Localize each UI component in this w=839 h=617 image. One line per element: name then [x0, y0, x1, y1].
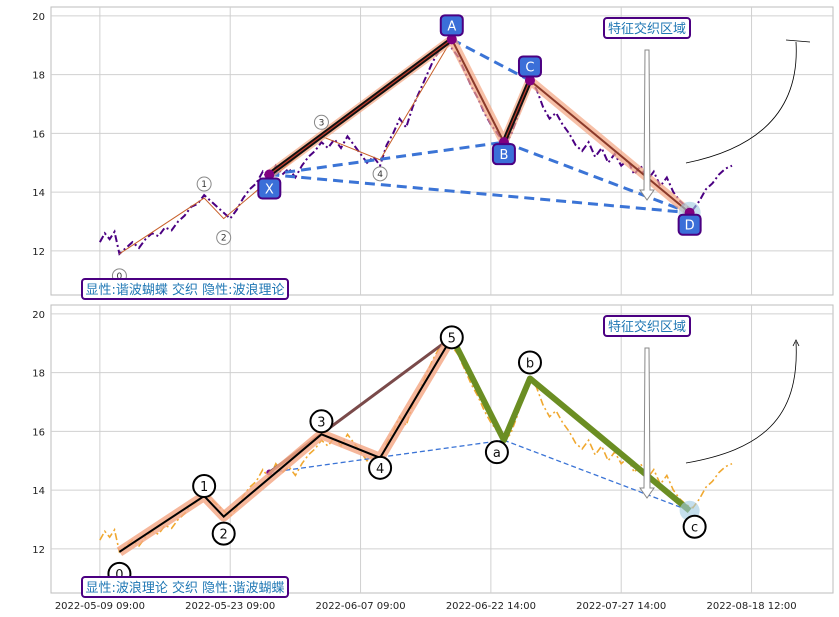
x-tick-label: 2022-06-22 14:00	[446, 601, 536, 612]
xabcd-label: C	[525, 60, 534, 75]
wave-label-circle	[368, 455, 393, 480]
wave-label: 5	[448, 331, 456, 346]
xabcd-label-box	[677, 213, 702, 236]
bottom-label-box-text: 显性:波浪理论 交织 隐性:谐波蝴蝶	[85, 580, 284, 596]
top-label-box-frame	[81, 278, 289, 300]
y-tick-label: 20	[32, 310, 45, 321]
bottom-annotation-text: 特征交织区域	[608, 319, 686, 335]
top-label-box: 显性:谐波蝴蝶 交织 隐性:波浪理论	[81, 278, 289, 300]
top-annotation-box	[603, 17, 691, 39]
wave-label: 0	[115, 568, 123, 583]
xabcd-label-box	[491, 143, 516, 166]
x-axis-ticks: 2022-05-09 09:00 2022-05-23 09:00 2022-06-…	[55, 601, 797, 612]
top-projection-bracket	[785, 39, 811, 43]
xabcd-point	[264, 169, 275, 180]
pattern-dashed-line	[269, 173, 690, 215]
x-tick-label: 2022-05-23 09:00	[185, 601, 275, 612]
pattern-dashed-line	[269, 140, 505, 176]
wave-label-circle	[682, 514, 707, 539]
wave-small-label: 2	[221, 234, 227, 244]
top-label-box-text: 显性:谐波蝴蝶 交织 隐性:波浪理论	[85, 282, 284, 298]
y-tick-label: 12	[32, 247, 45, 258]
wave-small-circle	[196, 176, 212, 192]
top-annotation-arrow	[639, 49, 655, 201]
top-projection-curve	[685, 41, 797, 164]
y-tick-label: 14	[32, 188, 45, 199]
bottom-projection-curve	[685, 341, 797, 464]
y-tick-label: 14	[32, 486, 45, 497]
bottom-annotation: 特征交织区域	[603, 315, 691, 499]
top-y-ticks: 12 14 16 18 20	[32, 12, 45, 258]
xabcd-label: D	[685, 219, 695, 234]
pattern-dashed-line	[503, 140, 691, 215]
wave-label: c	[691, 521, 698, 536]
wave-label-circle	[484, 440, 509, 465]
xabcd-segment-core	[268, 38, 453, 175]
bottom-annotation-box	[603, 315, 691, 337]
wave-label: a	[493, 446, 501, 461]
pattern-dashed-line	[451, 37, 531, 82]
wave-small-circle	[313, 114, 329, 130]
bottom-projection-arrowhead	[792, 339, 800, 347]
x-tick-label: 2022-05-09 09:00	[55, 601, 145, 612]
xabcd-label-box	[517, 55, 542, 78]
bottom-annotation-arrow	[639, 347, 655, 499]
wave-small-circle	[216, 230, 232, 246]
xabcd-label-box	[257, 177, 282, 200]
corrective-line	[449, 335, 692, 514]
wave-small-label: 4	[377, 170, 383, 180]
xabcd-segment	[450, 38, 505, 143]
y-tick-label: 16	[32, 129, 45, 140]
y-tick-label: 20	[32, 12, 45, 23]
x-tick-label: 2022-06-07 09:00	[315, 601, 405, 612]
xabcd-point	[524, 75, 535, 86]
wave-small-label: 3	[319, 118, 325, 128]
top-annotation: 特征交织区域	[603, 17, 691, 201]
y-tick-label: 18	[32, 369, 45, 380]
bottom-label-box-frame	[81, 576, 289, 598]
wave-label-circle	[192, 474, 217, 499]
x-tick-label: 2022-07-27 14:00	[576, 601, 666, 612]
bottom-y-ticks: 12 14 16 18 20	[32, 310, 45, 556]
y-tick-label: 12	[32, 545, 45, 556]
x-tick-label: 2022-08-18 12:00	[706, 601, 796, 612]
wave-label: 1	[200, 480, 208, 495]
wave-label: 2	[220, 528, 228, 543]
y-tick-label: 16	[32, 427, 45, 438]
wave-label: b	[526, 356, 534, 371]
wave-label: 3	[317, 415, 325, 430]
wave-label-circle	[517, 350, 542, 375]
pattern-dashed-line	[503, 439, 690, 512]
wave-label: 4	[376, 462, 384, 477]
y-tick-label: 18	[32, 71, 45, 82]
xabcd-label: A	[447, 19, 456, 34]
xabcd-label-box	[439, 14, 464, 37]
wave-label-circle	[439, 325, 464, 350]
bottom-label-box: 显性:波浪理论 交织 隐性:谐波蝴蝶	[81, 576, 289, 598]
bottom-marks: 0 1 2 3 4 5 a b c	[99, 325, 733, 586]
impulse-line	[118, 336, 453, 553]
xabcd-label: X	[265, 183, 274, 198]
xabcd-segment	[529, 79, 691, 214]
top-annotation-text: 特征交织区域	[608, 21, 686, 37]
wave-label-circle	[309, 409, 334, 434]
xabcd-label: B	[499, 148, 508, 163]
xabcd-segment-core	[503, 80, 531, 143]
xabcd-point	[446, 34, 457, 45]
top-marks: X A B C D 0 1 2 3 4	[99, 14, 733, 284]
wave-small-circle	[372, 166, 388, 182]
bottom-grid	[51, 305, 833, 593]
wave-small-label: 1	[201, 180, 207, 190]
wave-label-circle	[211, 521, 236, 546]
wave-small-label: 0	[117, 272, 123, 282]
